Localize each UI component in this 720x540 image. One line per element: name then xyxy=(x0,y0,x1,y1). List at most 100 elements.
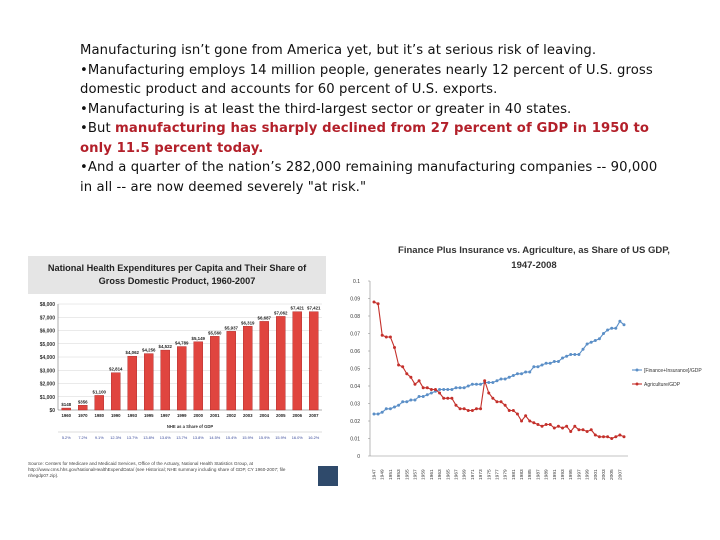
bar xyxy=(61,407,71,411)
data-point xyxy=(503,377,507,381)
series-line xyxy=(373,301,625,440)
data-point xyxy=(487,391,491,395)
data-point xyxy=(392,346,396,349)
x-tick-label: 2006 xyxy=(292,413,302,418)
chart-title-line: Finance Plus Insurance vs. Agriculture, … xyxy=(398,245,670,256)
x-tick-label: 2001 xyxy=(210,413,220,418)
bar-value-label: $5,149 xyxy=(192,336,206,341)
data-point xyxy=(532,421,536,425)
data-point xyxy=(507,375,511,379)
x-tick-label: 1987 xyxy=(535,469,541,480)
x-tick-label: 1990 xyxy=(111,413,121,418)
data-point xyxy=(413,398,417,402)
bar xyxy=(309,311,319,411)
y-tick-label: $2,000 xyxy=(40,382,56,388)
x-tick-label: 1999 xyxy=(177,413,187,418)
gdp-share-label: 16.0% xyxy=(292,435,304,440)
data-point xyxy=(491,396,495,400)
bar-value-label: $4,789 xyxy=(175,341,189,346)
bar xyxy=(78,405,88,411)
bar-value-label: $7,062 xyxy=(274,310,288,315)
slide-text: Manufacturing isn’t gone from America ye… xyxy=(80,41,665,197)
data-point xyxy=(499,377,503,381)
data-point xyxy=(552,426,556,430)
x-tick-label: 1973 xyxy=(478,469,484,480)
data-point xyxy=(585,342,589,346)
data-point xyxy=(380,333,384,337)
data-point xyxy=(483,379,487,383)
data-point xyxy=(405,400,409,404)
data-point xyxy=(577,428,581,432)
x-tick-label: 1980 xyxy=(94,413,104,418)
y-tick-label: $4,000 xyxy=(40,355,56,361)
data-point xyxy=(614,435,618,439)
gdp-share-label: 7.2% xyxy=(78,435,87,440)
data-point xyxy=(602,332,606,335)
data-point xyxy=(569,353,573,356)
x-tick-label: 2003 xyxy=(243,413,253,418)
x-tick-label: 2007 xyxy=(309,413,319,418)
x-tick-label: 1997 xyxy=(160,413,170,418)
legend-label: [Finance+Insurance]/GDP xyxy=(644,368,702,374)
data-point xyxy=(446,388,450,391)
data-point xyxy=(474,407,478,411)
x-tick-label: 2000 xyxy=(193,413,203,418)
data-point xyxy=(466,384,470,388)
data-point xyxy=(589,340,593,344)
data-point xyxy=(524,370,528,374)
y-tick-label: 0.07 xyxy=(350,332,360,338)
data-point xyxy=(384,407,388,411)
legend-marker xyxy=(635,382,639,386)
bar-value-label: $5,937 xyxy=(225,325,239,330)
data-point xyxy=(429,391,433,395)
data-point xyxy=(614,326,618,330)
bar-value-label: $7,421 xyxy=(307,306,321,311)
x-tick-label: 1985 xyxy=(527,469,533,480)
data-point xyxy=(372,412,376,416)
data-point xyxy=(499,400,503,404)
data-point xyxy=(487,381,491,384)
gdp-share-caption: NHE as a Share of GDP xyxy=(167,424,214,429)
data-point xyxy=(425,393,429,397)
x-tick-label: 1993 xyxy=(127,413,137,418)
x-tick-label: 1947 xyxy=(372,469,378,480)
source-note: Source: Centers for Medicare and Medicai… xyxy=(28,461,286,478)
chart-title-line: Gross Domestic Product, 1960-2007 xyxy=(99,276,256,286)
data-point xyxy=(544,361,548,365)
data-point xyxy=(540,363,544,367)
chart-title-line: National Health Expenditures per Capita … xyxy=(48,263,307,273)
x-tick-label: 1983 xyxy=(519,469,525,480)
data-point xyxy=(515,412,519,416)
data-point xyxy=(536,423,540,426)
data-point xyxy=(454,403,458,407)
data-point xyxy=(610,437,614,440)
data-point xyxy=(384,335,388,339)
data-point xyxy=(565,354,569,358)
y-tick-label: $5,000 xyxy=(40,342,56,348)
data-point xyxy=(593,433,597,437)
gdp-share-label: 15.4% xyxy=(226,435,238,440)
gdp-share-label: 15.9% xyxy=(259,435,271,440)
data-point xyxy=(622,435,626,439)
data-point xyxy=(556,424,560,428)
data-point xyxy=(397,363,401,367)
data-point xyxy=(388,407,392,411)
data-point xyxy=(442,388,446,391)
data-point xyxy=(528,419,532,423)
data-point xyxy=(507,409,511,412)
y-tick-label: 0.06 xyxy=(350,349,360,355)
gdp-share-label: 9.1% xyxy=(95,435,104,440)
x-tick-label: 1975 xyxy=(486,469,492,480)
data-point xyxy=(470,409,474,412)
data-point xyxy=(425,386,429,390)
x-tick-label: 1960 xyxy=(61,413,71,418)
bullet-decline: •But manufacturing has sharply declined … xyxy=(80,119,665,158)
data-point xyxy=(413,382,417,386)
bar xyxy=(292,311,302,411)
data-point xyxy=(622,323,626,327)
x-tick-label: 1995 xyxy=(568,469,574,480)
bar-value-label: $148 xyxy=(61,402,71,407)
y-tick-label: $3,000 xyxy=(40,368,56,374)
data-point xyxy=(397,403,401,407)
x-tick-label: 1949 xyxy=(380,469,386,480)
